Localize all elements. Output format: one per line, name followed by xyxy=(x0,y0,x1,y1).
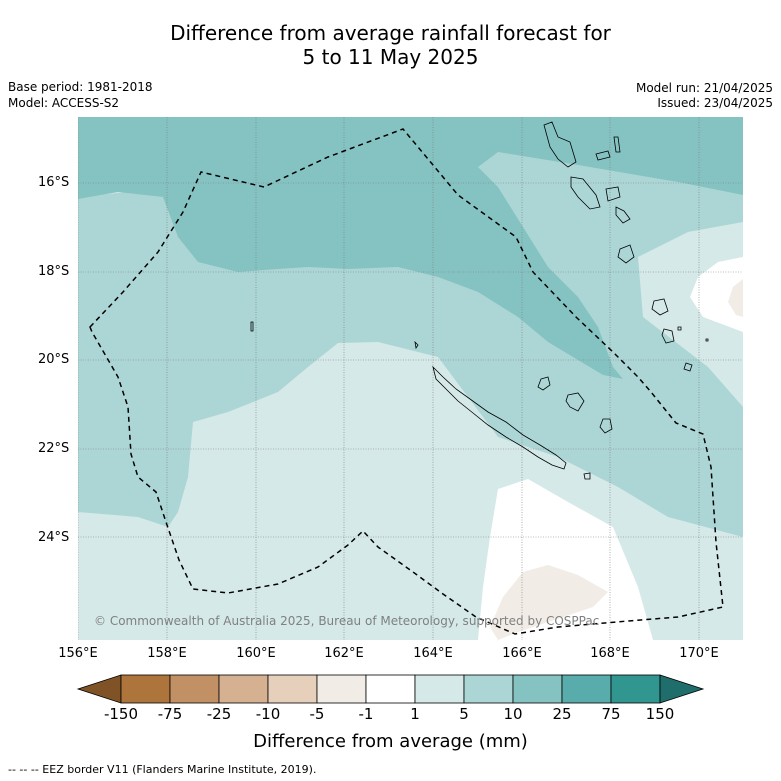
colorbar-label: 10 xyxy=(503,705,523,723)
colorbar xyxy=(76,674,705,704)
vanuatu-epi xyxy=(615,206,631,224)
lon-label-162e: 162°E xyxy=(324,646,364,661)
colorbar-label: -150 xyxy=(103,705,139,723)
eez-border xyxy=(89,128,724,635)
colorbar-label: 5 xyxy=(459,705,469,723)
loyalty-island-3 xyxy=(599,418,613,434)
colorbar-swatch xyxy=(610,674,661,704)
colorbar-swatch xyxy=(120,674,171,704)
dry-region-south xyxy=(490,565,608,640)
colorbar-swatch xyxy=(169,674,220,704)
colorbar-swatch xyxy=(561,674,612,704)
issued-date: Issued: 23/04/2025 xyxy=(657,96,773,110)
colorbar-swatch xyxy=(512,674,563,704)
colorbar-extend-high xyxy=(659,674,705,704)
lat-label-20s: 20°S xyxy=(38,352,70,367)
vanuatu-pentecost xyxy=(605,186,621,202)
lat-label-16s: 16°S xyxy=(38,175,70,190)
colorbar-swatch xyxy=(463,674,514,704)
colorbar-label: 75 xyxy=(601,705,621,723)
loyalty-island-2 xyxy=(565,392,585,412)
base-period: Base period: 1981-2018 xyxy=(8,80,153,94)
lat-label-22s: 22°S xyxy=(38,441,70,456)
model-name: Model: ACCESS-S2 xyxy=(8,96,120,110)
lon-label-164e: 164°E xyxy=(413,646,453,661)
colorbar-swatch xyxy=(316,674,367,704)
islet-a xyxy=(414,340,419,350)
colorbar-label: 1 xyxy=(410,705,420,723)
vanuatu-efate xyxy=(617,244,635,264)
dry-region-east xyxy=(728,279,743,317)
lat-label-24s: 24°S xyxy=(38,530,70,545)
islet-b xyxy=(250,321,254,332)
title-line-1: Difference from average rainfall forecas… xyxy=(170,21,611,45)
colorbar-title: Difference from average (mm) xyxy=(253,731,528,752)
islet-d xyxy=(705,338,709,342)
gridlines xyxy=(78,117,743,640)
colorbar-label: 25 xyxy=(552,705,572,723)
lon-label-170e: 170°E xyxy=(679,646,719,661)
lon-label-156e: 156°E xyxy=(58,646,98,661)
lon-label-166e: 166°E xyxy=(502,646,542,661)
colorbar-swatch xyxy=(365,674,416,704)
colorbar-label: -5 xyxy=(309,705,325,723)
new-caledonia-island xyxy=(432,365,567,470)
vanuatu-espiritu-santo xyxy=(543,121,577,168)
vanuatu-malo xyxy=(595,150,611,161)
lat-label-18s: 18°S xyxy=(38,264,70,279)
neutral-region-east xyxy=(690,257,743,332)
model-run: Model run: 21/04/2025 xyxy=(635,81,773,95)
vanuatu-erromango xyxy=(651,298,669,316)
colorbar-label: -10 xyxy=(255,705,281,723)
rainfall-map xyxy=(78,117,743,640)
vanuatu-ambae xyxy=(613,136,621,153)
copyright-notice: © Commonwealth of Australia 2025, Bureau… xyxy=(94,614,600,628)
loyalty-island-1 xyxy=(537,376,551,391)
eez-footnote: -- -- -- EEZ border V11 (Flanders Marine… xyxy=(8,763,317,776)
colorbar-label: 150 xyxy=(645,705,675,723)
colorbar-label: -25 xyxy=(206,705,232,723)
title-line-2: 5 to 11 May 2025 xyxy=(302,45,479,69)
islet-c xyxy=(677,326,682,331)
vanuatu-aneityum xyxy=(683,362,693,372)
colorbar-label: -1 xyxy=(358,705,374,723)
colorbar-extend-low xyxy=(76,674,122,704)
isle-of-pines xyxy=(583,472,591,480)
lon-label-160e: 160°E xyxy=(236,646,276,661)
colorbar-swatch xyxy=(267,674,318,704)
colorbar-label: -75 xyxy=(157,705,183,723)
lon-label-158e: 158°E xyxy=(147,646,187,661)
lon-label-168e: 168°E xyxy=(590,646,630,661)
vanuatu-tanna xyxy=(661,328,675,344)
vanuatu-malekula xyxy=(570,176,601,210)
colorbar-swatch xyxy=(414,674,465,704)
colorbar-swatch xyxy=(218,674,269,704)
